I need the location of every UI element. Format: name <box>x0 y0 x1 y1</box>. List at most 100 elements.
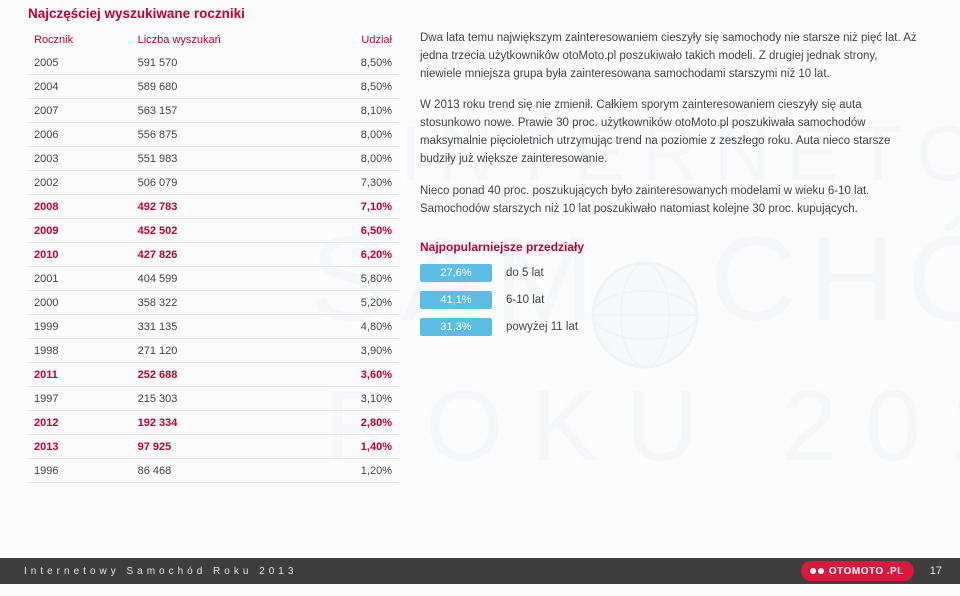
popular-ranges: 27,6% do 5 lat 41,1% 6-10 lat 31,3% powyżej 1… <box>420 264 920 336</box>
section-title: Najczęściej wyszukiwane roczniki <box>28 6 398 21</box>
table-cell: 2007 <box>28 99 132 123</box>
table-cell: 3,60% <box>294 363 398 387</box>
table-cell: 252 688 <box>132 363 295 387</box>
table-cell: 331 135 <box>132 315 295 339</box>
table-cell: 556 875 <box>132 123 295 147</box>
table-row: 2003551 9838,00% <box>28 147 398 171</box>
otomoto-badge: OTOMOTO .PL <box>801 561 914 581</box>
table-row: 2009452 5026,50% <box>28 219 398 243</box>
table-cell: 3,10% <box>294 387 398 411</box>
table-cell: 2011 <box>28 363 132 387</box>
table-row: 2004589 6808,50% <box>28 75 398 99</box>
badge-dot-icon <box>810 568 816 574</box>
table-cell: 192 334 <box>132 411 295 435</box>
table-row: 2001404 5995,80% <box>28 267 398 291</box>
range-label: 6-10 lat <box>506 294 544 306</box>
table-cell: 271 120 <box>132 339 295 363</box>
table-cell: 589 680 <box>132 75 295 99</box>
table-cell: 2,80% <box>294 411 398 435</box>
col-header-count: Liczba wyszukań <box>132 29 295 51</box>
table-row: 2011252 6883,60% <box>28 363 398 387</box>
table-row: 1998271 1203,90% <box>28 339 398 363</box>
table-row: 2006556 8758,00% <box>28 123 398 147</box>
footer-left-text: Internetowy Samochód Roku 2013 <box>24 566 297 577</box>
range-label: do 5 lat <box>506 267 544 279</box>
table-row: 2012192 3342,80% <box>28 411 398 435</box>
table-cell: 404 599 <box>132 267 295 291</box>
page-number: 17 <box>930 565 942 577</box>
table-row: 1997215 3033,10% <box>28 387 398 411</box>
table-cell: 7,10% <box>294 195 398 219</box>
range-pct-badge: 27,6% <box>420 264 492 282</box>
table-cell: 8,00% <box>294 123 398 147</box>
table-cell: 358 322 <box>132 291 295 315</box>
col-header-year: Rocznik <box>28 29 132 51</box>
table-cell: 3,90% <box>294 339 398 363</box>
range-row: 41,1% 6-10 lat <box>420 291 920 309</box>
table-row: 2005591 5708,50% <box>28 51 398 75</box>
table-cell: 1,20% <box>294 459 398 483</box>
popular-title: Najpopularniejsze przedziały <box>420 240 920 254</box>
table-cell: 2009 <box>28 219 132 243</box>
content-area: Najczęściej wyszukiwane roczniki Rocznik… <box>0 0 960 483</box>
table-cell: 2002 <box>28 171 132 195</box>
table-cell: 551 983 <box>132 147 295 171</box>
table-row: 2008492 7837,10% <box>28 195 398 219</box>
table-row: 201397 9251,40% <box>28 435 398 459</box>
table-cell: 97 925 <box>132 435 295 459</box>
right-column: Dwa lata temu największym zainteresowani… <box>420 6 920 483</box>
table-cell: 2006 <box>28 123 132 147</box>
table-row: 2007563 1578,10% <box>28 99 398 123</box>
table-cell: 1999 <box>28 315 132 339</box>
table-row: 1999331 1354,80% <box>28 315 398 339</box>
table-cell: 591 570 <box>132 51 295 75</box>
table-cell: 86 468 <box>132 459 295 483</box>
table-cell: 5,20% <box>294 291 398 315</box>
badge-brand: OTOMOTO <box>829 566 884 577</box>
table-cell: 506 079 <box>132 171 295 195</box>
table-cell: 6,50% <box>294 219 398 243</box>
badge-tld: .PL <box>887 566 904 577</box>
table-cell: 2012 <box>28 411 132 435</box>
table-cell: 427 826 <box>132 243 295 267</box>
range-pct-badge: 31,3% <box>420 318 492 336</box>
table-cell: 1998 <box>28 339 132 363</box>
table-cell: 8,50% <box>294 75 398 99</box>
footer-right: OTOMOTO .PL 17 <box>801 561 942 581</box>
table-cell: 492 783 <box>132 195 295 219</box>
table-cell: 8,10% <box>294 99 398 123</box>
range-pct-badge: 41,1% <box>420 291 492 309</box>
table-row: 2002506 0797,30% <box>28 171 398 195</box>
footer-bar: Internetowy Samochód Roku 2013 OTOMOTO .… <box>0 558 960 584</box>
paragraph-2: W 2013 roku trend się nie zmienił. Całki… <box>420 97 920 168</box>
table-cell: 452 502 <box>132 219 295 243</box>
col-header-share: Udział <box>294 29 398 51</box>
table-cell: 2008 <box>28 195 132 219</box>
table-row: 2000358 3225,20% <box>28 291 398 315</box>
table-cell: 2005 <box>28 51 132 75</box>
range-row: 31,3% powyżej 11 lat <box>420 318 920 336</box>
table-cell: 2013 <box>28 435 132 459</box>
table-cell: 2001 <box>28 267 132 291</box>
table-cell: 8,00% <box>294 147 398 171</box>
table-cell: 1997 <box>28 387 132 411</box>
table-cell: 2004 <box>28 75 132 99</box>
table-cell: 1,40% <box>294 435 398 459</box>
table-row: 199686 4681,20% <box>28 459 398 483</box>
table-cell: 2000 <box>28 291 132 315</box>
left-column: Najczęściej wyszukiwane roczniki Rocznik… <box>28 6 398 483</box>
yeartable: Rocznik Liczba wyszukań Udział 2005591 5… <box>28 29 398 483</box>
table-cell: 6,20% <box>294 243 398 267</box>
range-label: powyżej 11 lat <box>506 321 578 333</box>
table-cell: 4,80% <box>294 315 398 339</box>
badge-dot-icon <box>818 568 824 574</box>
range-row: 27,6% do 5 lat <box>420 264 920 282</box>
table-cell: 563 157 <box>132 99 295 123</box>
table-cell: 2003 <box>28 147 132 171</box>
table-cell: 7,30% <box>294 171 398 195</box>
table-cell: 215 303 <box>132 387 295 411</box>
table-cell: 1996 <box>28 459 132 483</box>
paragraph-1: Dwa lata temu największym zainteresowani… <box>420 30 920 83</box>
table-row: 2010427 8266,20% <box>28 243 398 267</box>
paragraph-3: Nieco ponad 40 proc. poszukujących było … <box>420 183 920 219</box>
